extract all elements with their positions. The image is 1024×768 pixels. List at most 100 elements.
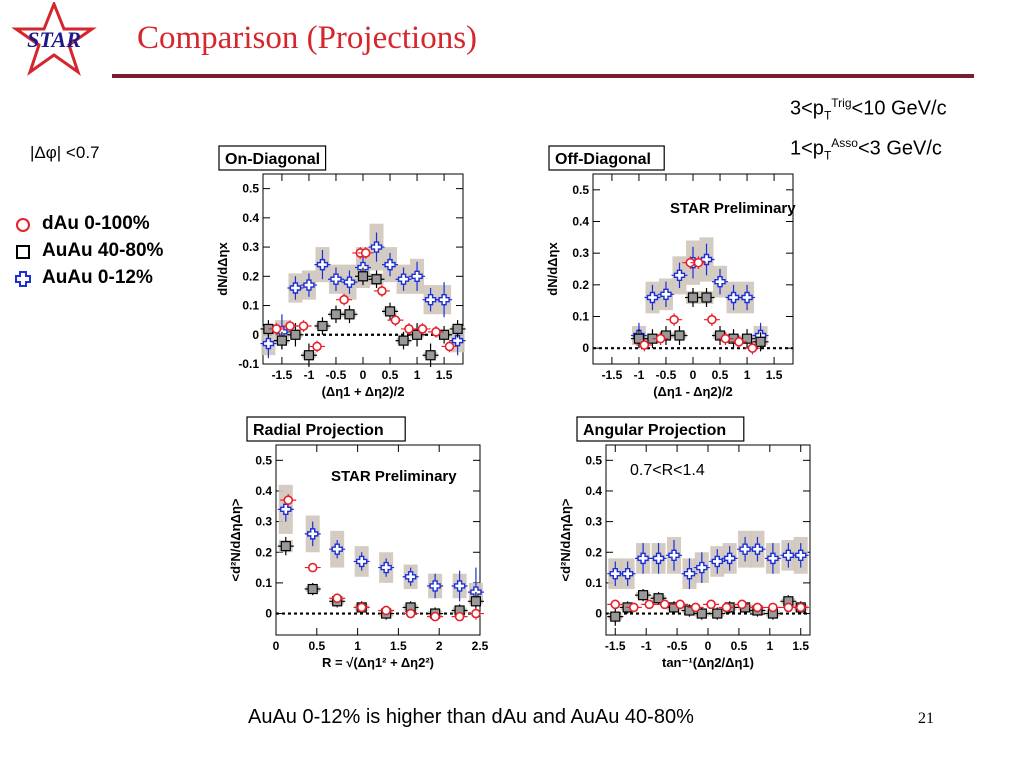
data-point-circle	[610, 599, 621, 610]
data-point-square	[398, 335, 409, 346]
data-point-circle	[644, 599, 655, 610]
data-point-circle	[381, 605, 391, 616]
data-point-circle	[707, 314, 717, 325]
data-point-cross	[316, 258, 329, 271]
star-preliminary-label: STAR Preliminary	[331, 468, 457, 485]
data-point-circle	[720, 333, 731, 344]
y-tick-label: 0.1	[255, 576, 272, 590]
data-point-cross	[751, 543, 764, 555]
data-point-cross	[739, 543, 751, 555]
y-tick-label: 0.3	[242, 240, 259, 254]
data-point-square	[317, 320, 328, 332]
y-tick-label: 0	[265, 607, 272, 621]
data-point-cross	[330, 273, 342, 285]
y-tick-label: 0.4	[242, 211, 259, 225]
y-tick-label: 0.3	[572, 246, 589, 260]
x-tick-label: 2	[436, 639, 443, 653]
data-point-circle	[454, 611, 465, 622]
data-point-circle	[629, 602, 639, 613]
data-point-cross	[673, 269, 686, 282]
data-point-cross	[262, 337, 275, 350]
data-point-square	[712, 608, 723, 619]
y-tick-label: 0.2	[242, 269, 259, 283]
legend-label: dAu 0-100%	[42, 212, 150, 234]
data-point-square	[470, 596, 482, 607]
y-tick-label: 0.5	[585, 453, 602, 467]
data-point-circle	[312, 341, 322, 352]
x-tick-label: -0.5	[667, 639, 688, 653]
logo-text: STAR	[27, 27, 81, 52]
x-tick-label: 0.5	[731, 639, 748, 653]
legend-label: AuAu 40-80%	[42, 239, 164, 261]
data-point-square	[357, 271, 369, 282]
data-point-circle	[693, 257, 704, 268]
pt-cuts: 3<pTTrig<10 GeV/c 1<pTAsso<3 GeV/c	[790, 90, 947, 169]
data-point-circle	[675, 599, 685, 610]
x-tick-label: -1.5	[272, 368, 293, 382]
data-point-circle	[690, 602, 701, 613]
data-point-cross	[370, 241, 383, 253]
data-point-square	[610, 611, 621, 622]
x-tick-label: 0	[705, 639, 712, 653]
data-point-circle	[404, 324, 414, 334]
y-axis-label: dN/dΔηx	[215, 242, 230, 296]
chart-title-box	[548, 145, 665, 171]
data-point-circle	[285, 321, 295, 331]
data-point-square	[696, 608, 707, 619]
data-point-circle	[783, 602, 794, 613]
data-point-circle	[471, 608, 481, 619]
data-point-circle	[639, 340, 650, 350]
data-point-cross	[355, 555, 368, 568]
off-diagonal-chart: Off-Diagonal -1.5 -1 -0.5 0 0.5 1 1.5 0 0.1 0.2 0.3…	[545, 145, 794, 399]
data-point-square	[371, 274, 382, 285]
data-point-cross	[280, 503, 292, 516]
x-tick-label: -1.5	[605, 639, 626, 653]
square-marker-icon	[16, 244, 30, 259]
data-point-square	[344, 309, 355, 320]
cross-marker-icon	[15, 270, 31, 287]
data-point-cross	[453, 580, 466, 592]
dphi-cut: |Δφ| <0.7	[30, 143, 100, 162]
data-point-circle	[795, 602, 806, 613]
data-point-cross	[380, 561, 392, 574]
data-point-circle	[768, 602, 778, 613]
plot-frame	[275, 444, 481, 636]
data-point-square	[687, 292, 699, 303]
x-tick-label: -1.5	[602, 368, 623, 382]
x-tick-label: -1	[634, 368, 645, 382]
data-point-square	[290, 329, 301, 340]
data-point-cross	[609, 568, 621, 580]
chart-title-box	[576, 416, 745, 442]
data-point-circle	[298, 321, 309, 331]
x-tick-label: 2.5	[472, 639, 488, 653]
data-point-circle	[377, 286, 387, 296]
data-point-circle	[271, 324, 282, 334]
star-logo: STAR	[2, 0, 108, 81]
data-point-cross	[384, 258, 396, 271]
data-point-cross	[637, 552, 649, 565]
data-point-circle	[417, 324, 428, 334]
x-tick-label: 1	[766, 639, 773, 653]
data-point-square	[755, 336, 766, 347]
data-point-cross	[660, 288, 672, 301]
x-tick-label: 1.5	[436, 368, 453, 382]
data-point-circle	[706, 599, 716, 610]
data-point-cross	[331, 543, 343, 555]
data-point-cross	[404, 571, 417, 583]
x-tick-label: 1.5	[766, 368, 783, 382]
x-tick-label: 1	[354, 639, 361, 653]
chart-title: On-Diagonal	[225, 151, 320, 168]
y-tick-label: 0.1	[572, 310, 589, 324]
data-point-square	[674, 330, 685, 341]
y-tick-label: 0.1	[242, 299, 259, 313]
on-diagonal-chart: On-Diagonal -1.5 -1 -0.5 0 0.5 1 1.5 -0.1 0 0.1 0.2…	[215, 145, 466, 399]
circle-marker-icon	[16, 217, 30, 232]
x-tick-label: 0	[690, 368, 697, 382]
y-tick-label: 0.2	[572, 278, 589, 292]
data-point-circle	[390, 315, 401, 325]
data-point-cross	[668, 549, 680, 562]
data-point-circle	[430, 611, 440, 622]
data-point-cross	[438, 293, 450, 306]
data-point-circle	[431, 327, 441, 337]
x-axis-label: tan⁻¹(Δη2/Δη1)	[662, 655, 754, 670]
